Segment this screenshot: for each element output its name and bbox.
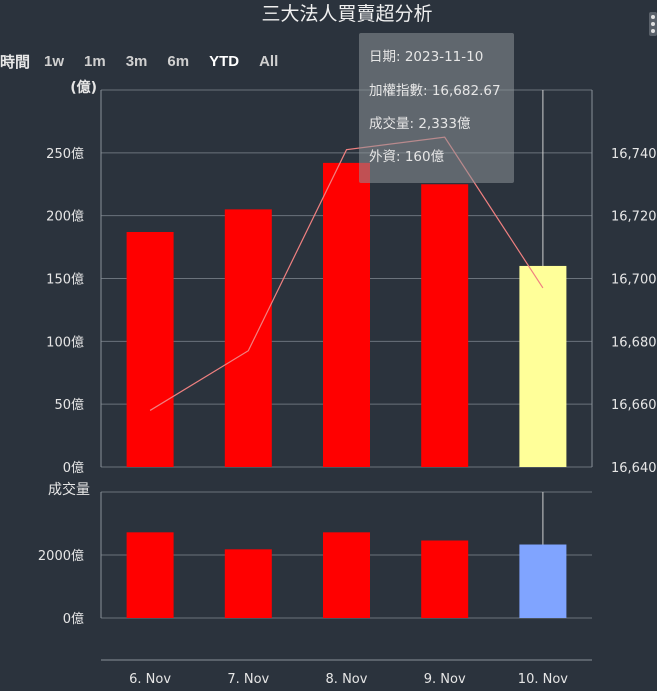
range-button-ytd[interactable]: YTD bbox=[209, 52, 240, 70]
volume-tick-label: 0億 bbox=[63, 611, 84, 627]
right-tick-label: 16,720 bbox=[611, 210, 657, 225]
volume-bar-3 bbox=[421, 540, 469, 618]
sell-buy-bars bbox=[126, 162, 567, 468]
bar-4 bbox=[519, 265, 567, 467]
bar-1 bbox=[224, 209, 272, 467]
chart-menu-button[interactable] bbox=[649, 12, 657, 36]
bar-0 bbox=[126, 232, 174, 467]
right-tick-label: 16,640 bbox=[611, 461, 657, 476]
tooltip: 日期: 2023-11-10 加權指數: 16,682.67 成交量: 2,33… bbox=[359, 33, 514, 183]
volume-bars bbox=[126, 532, 567, 618]
index-line-path bbox=[149, 136, 544, 411]
range-selector: 時間 1w 1m 3m 6m YTD All bbox=[0, 50, 298, 72]
x-tick-label: 10. Nov bbox=[518, 672, 568, 687]
volume-axis-title: 成交量 bbox=[48, 481, 90, 498]
left-tick-label: 250億 bbox=[46, 146, 84, 162]
left-axis-title: (億) bbox=[70, 79, 97, 96]
bar-3 bbox=[421, 184, 469, 467]
tick-labels: 0億 50億 100億 150億 200億 250億 16,640 16,660 16,680 1… bbox=[38, 79, 657, 687]
volume-bar-1 bbox=[224, 549, 272, 618]
range-button-1w[interactable]: 1w bbox=[44, 52, 65, 70]
range-label: 時間 bbox=[0, 53, 31, 71]
right-tick-label: 16,740 bbox=[611, 147, 657, 162]
range-button-3m[interactable]: 3m bbox=[125, 52, 148, 70]
range-button-1m[interactable]: 1m bbox=[84, 52, 106, 70]
right-tick-label: 16,680 bbox=[611, 335, 657, 350]
x-tick-label: 7. Nov bbox=[227, 672, 269, 687]
left-tick-label: 150億 bbox=[46, 272, 84, 288]
left-tick-label: 200億 bbox=[46, 209, 84, 225]
x-tick-label: 9. Nov bbox=[424, 672, 466, 687]
tooltip-foreign: 外資: 160億 bbox=[369, 149, 445, 165]
chart-title: 三大法人買賣超分析 bbox=[261, 3, 432, 25]
left-tick-label: 100億 bbox=[46, 334, 84, 350]
left-tick-label: 0億 bbox=[63, 460, 84, 476]
tooltip-volume: 成交量: 2,333億 bbox=[369, 116, 471, 132]
bar-2 bbox=[323, 162, 370, 468]
volume-bar-0 bbox=[126, 532, 174, 618]
index-line bbox=[149, 136, 544, 411]
range-button-all[interactable]: All bbox=[259, 52, 279, 70]
x-tick-label: 6. Nov bbox=[129, 672, 171, 687]
range-button-6m[interactable]: 6m bbox=[167, 52, 190, 70]
tooltip-date: 日期: 2023-11-10 bbox=[369, 49, 484, 65]
right-tick-label: 16,700 bbox=[611, 273, 657, 288]
right-tick-label: 16,660 bbox=[611, 398, 657, 413]
x-tick-label: 8. Nov bbox=[326, 672, 368, 687]
volume-tick-label: 2000億 bbox=[38, 548, 84, 564]
tooltip-index: 加權指數: 16,682.67 bbox=[369, 83, 501, 99]
volume-bar-2 bbox=[323, 532, 370, 618]
left-tick-label: 50億 bbox=[54, 397, 84, 413]
volume-bar-4 bbox=[519, 544, 567, 618]
range-buttons: 1w 1m 3m 6m YTD All bbox=[44, 53, 298, 70]
